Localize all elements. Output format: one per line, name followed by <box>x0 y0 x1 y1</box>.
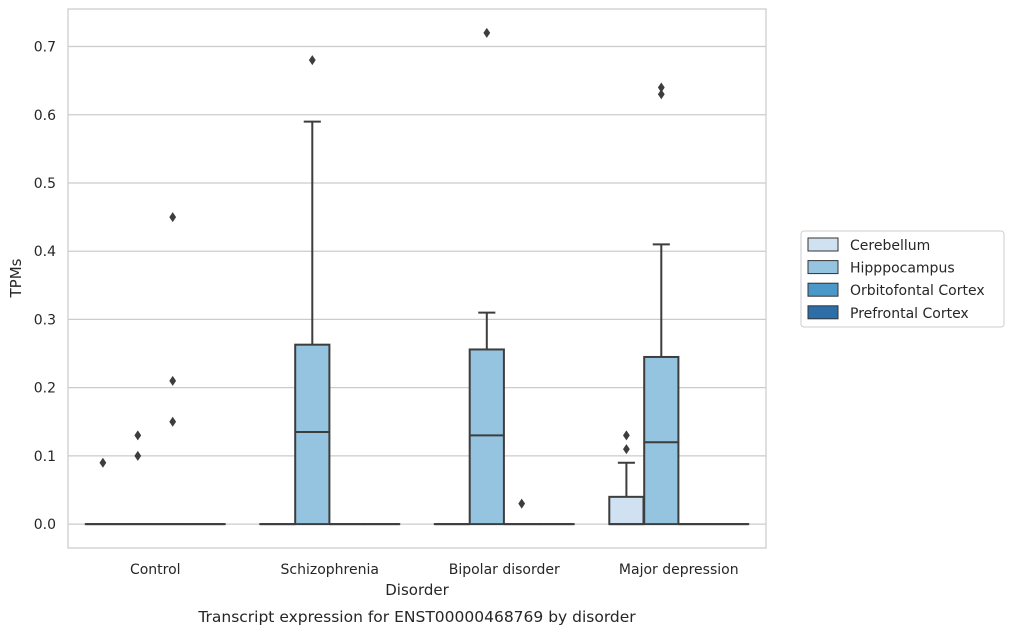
chart-title: Transcript expression for ENST0000046876… <box>197 608 636 626</box>
x-tick-label: Bipolar disorder <box>449 562 560 578</box>
y-tick-label: 0.3 <box>34 312 56 328</box>
x-axis-ticks: Control Schizophrenia Bipolar disorder Majo… <box>130 562 739 578</box>
legend-label: Hipppocampus <box>850 261 955 277</box>
legend: Cerebellum Hipppocampus Orbitofontal Corte… <box>800 230 1005 328</box>
box-iqr <box>608 495 645 526</box>
x-tick-label: Schizophrenia <box>281 562 379 578</box>
x-tick-label: Major depression <box>619 562 739 578</box>
y-tick-label: 0.7 <box>34 40 56 56</box>
outlier-point <box>134 450 142 461</box>
outlier-point <box>169 416 177 427</box>
box-group <box>608 430 645 526</box>
box-iqr <box>468 348 505 526</box>
box-iqr <box>294 343 331 526</box>
x-axis-label: Disorder <box>385 581 449 599</box>
box-group <box>468 27 505 526</box>
y-axis-label: TPMs <box>7 258 25 298</box>
legend-label: Cerebellum <box>850 238 930 254</box>
legend-swatch <box>807 305 839 320</box>
box-group <box>643 82 680 526</box>
outlier-point <box>623 444 630 455</box>
outlier-point <box>308 55 316 66</box>
box-group <box>294 55 331 526</box>
box-series <box>84 27 750 526</box>
legend-label: Orbitofontal Cortex <box>850 283 985 299</box>
y-tick-label: 0.2 <box>34 381 56 397</box>
y-axis-ticks: 0.0 0.1 0.2 0.3 0.4 0.5 0.6 0.7 <box>34 40 56 534</box>
legend-frame <box>800 230 1005 328</box>
box-iqr <box>643 355 680 526</box>
outlier-point <box>623 430 630 441</box>
outlier-point <box>657 89 665 100</box>
y-tick-label: 0.1 <box>34 449 56 465</box>
outlier-point <box>169 212 177 223</box>
outlier-point <box>169 375 177 386</box>
outlier-point <box>657 82 665 93</box>
y-tick-label: 0.4 <box>34 244 56 260</box>
y-tick-label: 0.6 <box>34 108 56 124</box>
plot-frame <box>67 8 767 549</box>
x-tick-label: Control <box>130 562 181 578</box>
legend-label: Prefrontal Cortex <box>850 306 969 322</box>
outlier-point <box>518 498 526 509</box>
outlier-point <box>99 457 107 468</box>
y-tick-label: 0.5 <box>34 176 56 192</box>
y-tick-label: 0.0 <box>34 517 56 533</box>
outlier-point <box>483 27 491 38</box>
legend-swatch <box>807 260 839 275</box>
outlier-point <box>134 430 142 441</box>
legend-swatch <box>807 237 839 252</box>
legend-swatch <box>807 282 839 297</box>
